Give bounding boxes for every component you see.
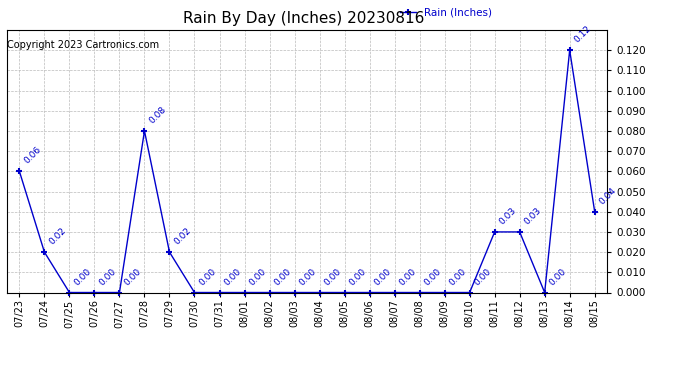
Rain (Inches) xyxy=(440,290,449,295)
Text: 0.02: 0.02 xyxy=(172,226,193,246)
Rain (Inches) xyxy=(290,290,299,295)
Rain (Inches) xyxy=(366,290,374,295)
Text: 0.00: 0.00 xyxy=(247,266,268,287)
Rain (Inches) xyxy=(15,169,23,174)
Line: Rain (Inches): Rain (Inches) xyxy=(16,47,598,296)
Text: 0.04: 0.04 xyxy=(598,186,618,206)
Text: 0.00: 0.00 xyxy=(547,266,568,287)
Rain (Inches) xyxy=(215,290,224,295)
Rain (Inches) xyxy=(140,129,148,133)
Rain (Inches) xyxy=(240,290,248,295)
Text: 0.00: 0.00 xyxy=(347,266,368,287)
Text: 0.00: 0.00 xyxy=(222,266,243,287)
Text: 0.03: 0.03 xyxy=(522,206,543,226)
Text: 0.02: 0.02 xyxy=(47,226,68,246)
Rain (Inches) xyxy=(90,290,99,295)
Text: 0.03: 0.03 xyxy=(497,206,518,226)
Text: 0.00: 0.00 xyxy=(273,266,293,287)
Text: 0.00: 0.00 xyxy=(322,266,343,287)
Rain (Inches) xyxy=(415,290,424,295)
Text: 0.00: 0.00 xyxy=(297,266,318,287)
Rain (Inches) xyxy=(515,230,524,234)
Text: 0.00: 0.00 xyxy=(473,266,493,287)
Rain (Inches) xyxy=(315,290,324,295)
Text: 0.12: 0.12 xyxy=(573,24,593,45)
Rain (Inches) xyxy=(466,290,474,295)
Text: 0.08: 0.08 xyxy=(147,105,168,125)
Rain (Inches) xyxy=(266,290,274,295)
Rain (Inches) xyxy=(566,48,574,52)
Text: 0.00: 0.00 xyxy=(197,266,218,287)
Text: 0.00: 0.00 xyxy=(397,266,418,287)
Rain (Inches) xyxy=(115,290,124,295)
Text: 0.00: 0.00 xyxy=(97,266,118,287)
Rain (Inches) xyxy=(66,290,74,295)
Text: 0.00: 0.00 xyxy=(447,266,468,287)
Text: 0.00: 0.00 xyxy=(373,266,393,287)
Text: 0.00: 0.00 xyxy=(122,266,143,287)
Text: Copyright 2023 Cartronics.com: Copyright 2023 Cartronics.com xyxy=(7,40,159,50)
Rain (Inches) xyxy=(340,290,348,295)
Rain (Inches) xyxy=(190,290,199,295)
Text: Rain By Day (Inches) 20230816: Rain By Day (Inches) 20230816 xyxy=(183,11,424,26)
Legend: Rain (Inches): Rain (Inches) xyxy=(396,4,497,22)
Rain (Inches) xyxy=(40,250,48,254)
Rain (Inches) xyxy=(540,290,549,295)
Text: 0.06: 0.06 xyxy=(22,145,43,166)
Rain (Inches) xyxy=(391,290,399,295)
Text: 0.00: 0.00 xyxy=(72,266,92,287)
Rain (Inches) xyxy=(166,250,174,254)
Text: 0.00: 0.00 xyxy=(422,266,443,287)
Rain (Inches) xyxy=(491,230,499,234)
Rain (Inches) xyxy=(591,210,599,214)
